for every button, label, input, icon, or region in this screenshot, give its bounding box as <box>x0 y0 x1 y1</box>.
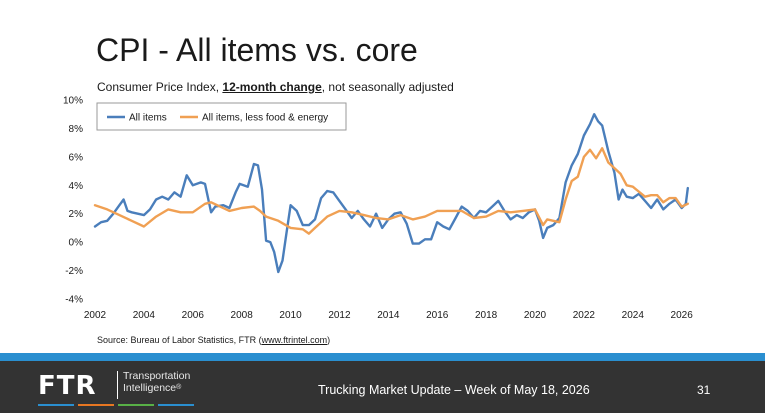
y-tick-label: 10% <box>63 96 83 107</box>
chart-subtitle: Consumer Price Index, 12-month change, n… <box>97 80 454 94</box>
x-tick-label: 2016 <box>426 310 449 321</box>
source-link[interactable]: www.ftrintel.com <box>261 335 328 345</box>
x-tick-label: 2010 <box>279 310 302 321</box>
x-tick-label: 2024 <box>622 310 645 321</box>
ftr-logo: FTR <box>38 371 97 401</box>
logo-stripe <box>38 404 74 406</box>
legend-box <box>96 102 347 131</box>
brand-line-1: Transportation <box>123 370 191 382</box>
source-note: Source: Bureau of Labor Statistics, FTR … <box>97 335 330 345</box>
x-tick-label: 2026 <box>671 310 694 321</box>
x-tick-label: 2006 <box>182 310 205 321</box>
legend-label: All items <box>129 113 167 124</box>
y-tick-label: 4% <box>69 181 84 192</box>
y-tick-label: 0% <box>69 238 84 249</box>
y-tick-label: -4% <box>65 295 83 306</box>
logo-stripe <box>158 404 194 406</box>
footer-accent-bar <box>0 353 765 361</box>
subtitle-text: Consumer Price Index, <box>97 80 223 94</box>
y-tick-label: 6% <box>69 152 84 163</box>
x-tick-label: 2022 <box>573 310 596 321</box>
subtitle-emphasis: 12-month change <box>222 80 322 94</box>
y-tick-label: 8% <box>69 124 84 135</box>
x-tick-label: 2002 <box>84 310 107 321</box>
logo-stripe <box>78 404 114 406</box>
source-text-end: ) <box>327 335 331 345</box>
y-tick-label: 2% <box>69 209 84 220</box>
subtitle-text-end: , not seasonally adjusted <box>321 80 454 94</box>
x-tick-label: 2020 <box>524 310 547 321</box>
trademark: ® <box>176 384 182 391</box>
y-tick-label: -2% <box>65 266 83 277</box>
x-tick-label: 2014 <box>377 310 400 321</box>
x-tick-label: 2008 <box>231 310 254 321</box>
cpi-line-chart: -4% -2% 0% 2% 4% 6% 8% 10% 2002 2004 2006 2008 2010 2… <box>63 96 694 322</box>
page-number: 31 <box>697 383 711 397</box>
brand-name: Transportation Intelligence® <box>123 370 190 394</box>
legend-label: All items, less food & energy <box>202 113 328 124</box>
source-text: Source: Bureau of Labor Statistics, FTR … <box>97 335 262 345</box>
logo-stripe <box>118 404 154 406</box>
logo-stripes <box>38 404 198 407</box>
brand-line-2: Intelligence <box>123 382 177 394</box>
footer-text: Trucking Market Update – Week of May 18,… <box>318 383 590 397</box>
x-tick-label: 2004 <box>133 310 156 321</box>
x-tick-label: 2018 <box>475 310 498 321</box>
series-line-all-items <box>93 113 689 274</box>
footer: FTR Transportation Intelligence® Trucking… <box>0 361 765 413</box>
slide-title: CPI - All items vs. core <box>96 32 418 68</box>
series-line-core <box>93 147 689 235</box>
logo-divider <box>117 371 118 399</box>
x-tick-label: 2012 <box>328 310 351 321</box>
